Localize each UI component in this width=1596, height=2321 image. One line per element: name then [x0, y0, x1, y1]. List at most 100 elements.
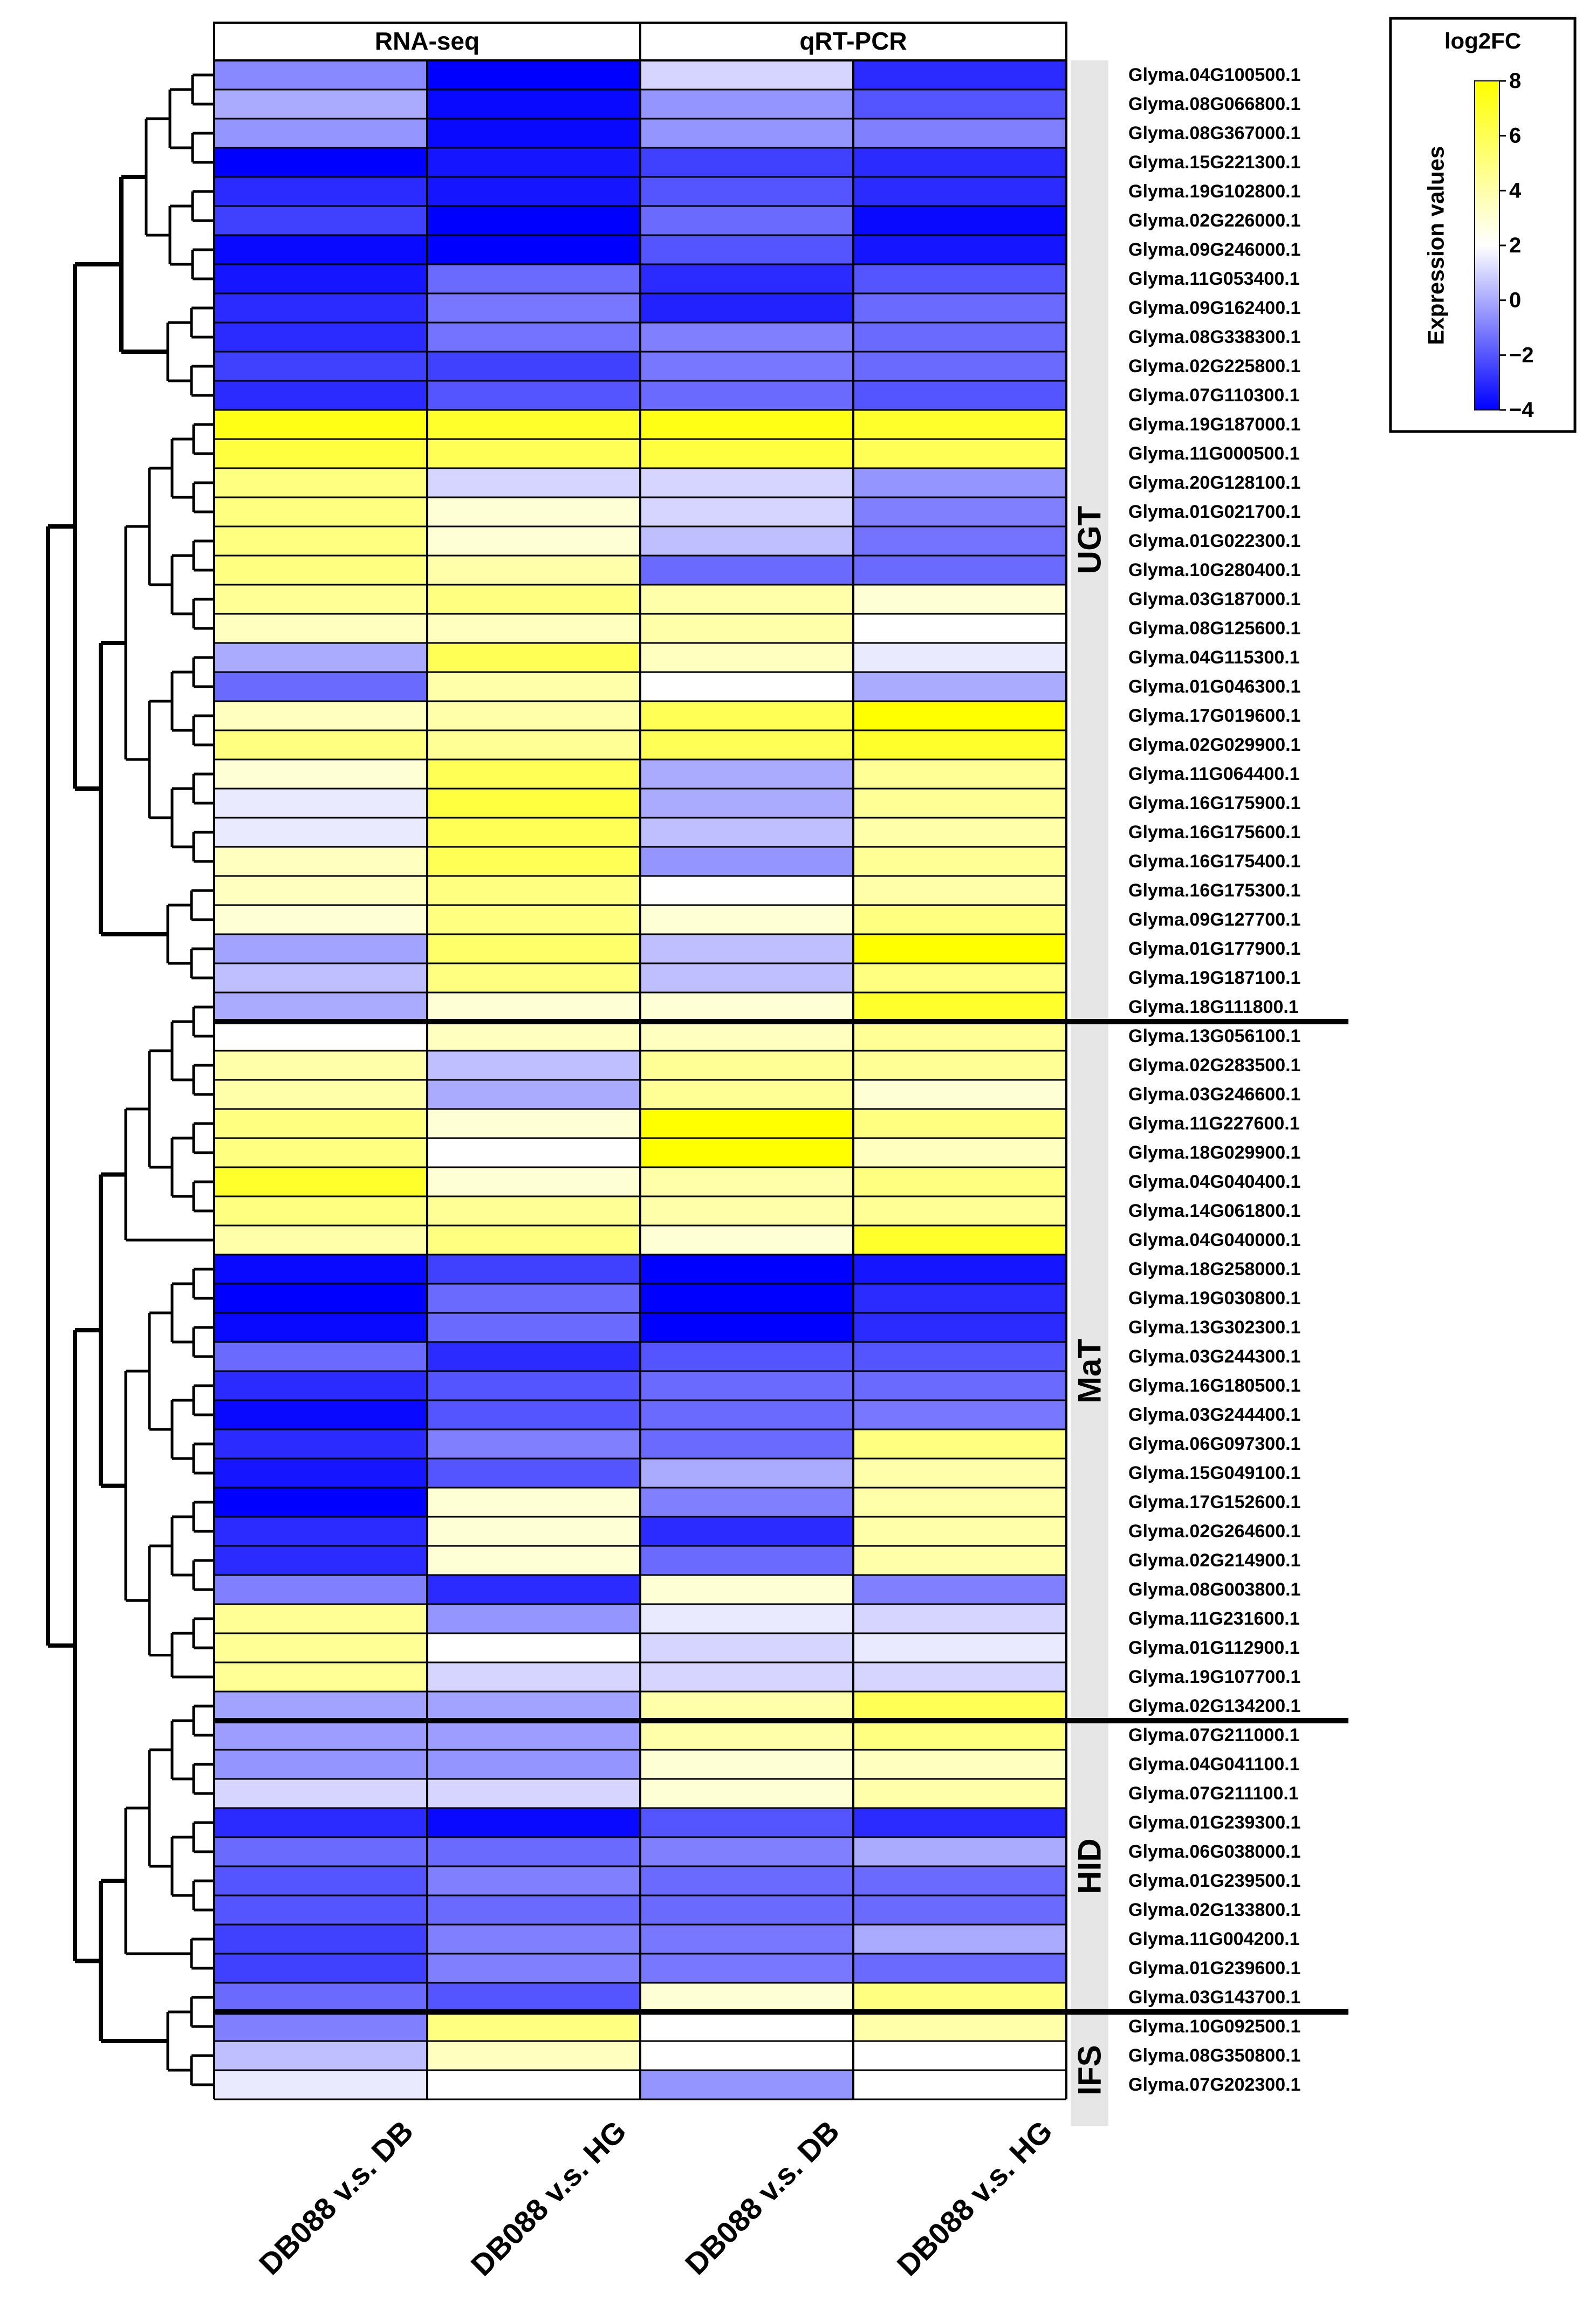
heatmap-cell — [214, 1546, 427, 1575]
group-band — [1071, 1723, 1108, 2010]
heatmap-cell — [427, 410, 640, 439]
heatmap-cell — [427, 148, 640, 177]
heatmap-cell — [427, 206, 640, 235]
heatmap-cell — [640, 2070, 853, 2099]
heatmap-cell — [427, 1459, 640, 1488]
heatmap-cell — [853, 730, 1066, 759]
heatmap-cell — [427, 818, 640, 847]
column-labels: DB088 v.s. DB DB088 v.s. HG DB088 v.s. DB D… — [252, 2114, 1059, 2282]
heatmap-cell — [214, 293, 427, 323]
gene-label: Glyma.04G115300.1 — [1128, 647, 1300, 668]
heatmap-cell — [214, 1400, 427, 1429]
heatmap-cell — [853, 235, 1066, 264]
heatmap-cell — [214, 1051, 427, 1080]
gene-label: Glyma.01G239500.1 — [1128, 1871, 1300, 1891]
heatmap-cell — [214, 1808, 427, 1837]
heatmap-cell — [640, 323, 853, 352]
heatmap-cell — [214, 1284, 427, 1313]
gene-label: Glyma.16G180500.1 — [1128, 1375, 1300, 1396]
heatmap-cell — [427, 1633, 640, 1662]
heatmap-cell — [427, 2012, 640, 2041]
gene-label: Glyma.08G003800.1 — [1128, 1579, 1300, 1600]
heatmap-cell — [427, 119, 640, 148]
heatmap-cell — [640, 1692, 853, 1721]
heatmap-cell — [853, 410, 1066, 439]
heatmap-cell — [427, 1546, 640, 1575]
heatmap-cell — [214, 60, 427, 90]
heatmap-cell — [853, 847, 1066, 876]
heatmap-cell — [853, 1954, 1066, 1983]
gene-label: Glyma.01G239600.1 — [1128, 1958, 1300, 1978]
heatmap-cell — [640, 1983, 853, 2012]
heatmap-cell — [853, 60, 1066, 90]
heatmap-grid — [213, 22, 1067, 2100]
heatmap-cell — [640, 759, 853, 789]
heatmap-cell — [214, 323, 427, 352]
heatmap-cell — [640, 1342, 853, 1371]
gene-label: Glyma.09G246000.1 — [1128, 239, 1300, 260]
gene-label: Glyma.11G231600.1 — [1128, 1608, 1300, 1629]
heatmap-cell — [853, 352, 1066, 381]
heatmap-cell — [427, 177, 640, 206]
heatmap-cell — [214, 177, 427, 206]
gene-label: Glyma.01G112900.1 — [1128, 1638, 1300, 1658]
heatmap-cell — [853, 497, 1066, 526]
heatmap-cell — [640, 1313, 853, 1342]
heatmap-cell — [214, 1779, 427, 1808]
heatmap-cell — [640, 1022, 853, 1051]
heatmap-cell — [427, 1284, 640, 1313]
heatmap-cell — [853, 1692, 1066, 1721]
heatmap-cell — [853, 1837, 1066, 1866]
heatmap-cell — [640, 264, 853, 293]
heatmap-cell — [427, 1983, 640, 2012]
gene-label: Glyma.10G280400.1 — [1128, 560, 1300, 580]
gene-label: Glyma.16G175300.1 — [1128, 880, 1300, 901]
gene-label: Glyma.20G128100.1 — [1128, 473, 1300, 493]
heatmap-cell — [853, 1517, 1066, 1546]
gene-label: Glyma.04G041100.1 — [1128, 1754, 1300, 1775]
gene-label: Glyma.08G066800.1 — [1128, 94, 1300, 114]
heatmap-cell — [214, 468, 427, 497]
heatmap-cell — [640, 1429, 853, 1459]
gene-label: Glyma.17G152600.1 — [1128, 1492, 1300, 1512]
heatmap-cell — [853, 1109, 1066, 1138]
heatmap-cell — [853, 1604, 1066, 1633]
gene-label: Glyma.01G239300.1 — [1128, 1812, 1300, 1833]
heatmap-cell — [214, 672, 427, 701]
colorbar-tick-label: 2 — [1509, 234, 1521, 257]
heatmap-cell — [427, 293, 640, 323]
heatmap-cell — [640, 1866, 853, 1895]
heatmap-cell — [640, 1400, 853, 1429]
gene-label: Glyma.19G030800.1 — [1128, 1288, 1300, 1309]
heatmap-cell — [640, 1051, 853, 1080]
gene-label: Glyma.03G143700.1 — [1128, 1987, 1300, 2008]
heatmap-cell — [853, 992, 1066, 1022]
heatmap-cell — [214, 410, 427, 439]
heatmap-cell — [427, 1662, 640, 1692]
heatmap-cell — [853, 963, 1066, 992]
heatmap-cell — [640, 905, 853, 934]
heatmap-cell — [427, 1022, 640, 1051]
gene-label: Glyma.02G133800.1 — [1128, 1900, 1300, 1920]
heatmap-cell — [427, 1808, 640, 1837]
heatmap-cell — [853, 789, 1066, 818]
heatmap-cell — [214, 1721, 427, 1750]
heatmap-cell — [427, 2070, 640, 2099]
heatmap-cell — [640, 1808, 853, 1837]
column-group-label: qRT-PCR — [799, 27, 907, 55]
heatmap-cell — [427, 2041, 640, 2070]
heatmap-cell — [427, 963, 640, 992]
gene-label: Glyma.04G040400.1 — [1128, 1172, 1300, 1192]
heatmap-cell — [853, 1429, 1066, 1459]
gene-label: Glyma.09G162400.1 — [1128, 298, 1300, 318]
heatmap-cell — [853, 1721, 1066, 1750]
gene-label: Glyma.07G202300.1 — [1128, 2074, 1300, 2095]
heatmap-cell — [853, 148, 1066, 177]
heatmap-cell — [214, 1662, 427, 1692]
group-bands: UGT MaT HID IFS — [214, 60, 1348, 2126]
heatmap-cell — [640, 1255, 853, 1284]
heatmap-cell — [427, 90, 640, 119]
heatmap-cell — [427, 1109, 640, 1138]
heatmap-cell — [427, 323, 640, 352]
heatmap-cell — [853, 1255, 1066, 1284]
